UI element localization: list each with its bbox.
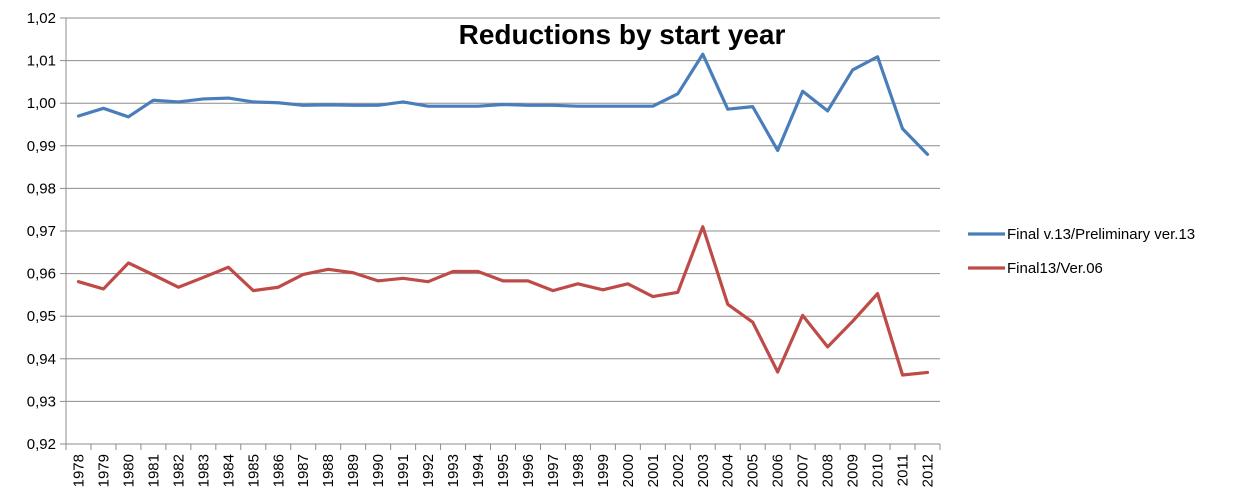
x-tick-label: 1982 bbox=[170, 454, 187, 487]
x-tick-label: 1989 bbox=[345, 454, 362, 487]
y-tick-label: 0,93 bbox=[27, 393, 56, 410]
x-tick-label: 1990 bbox=[370, 454, 387, 487]
x-tick-label: 1981 bbox=[145, 454, 162, 487]
x-tick-label: 1999 bbox=[595, 454, 612, 487]
series-line-1 bbox=[76, 52, 930, 156]
x-tick-label: 1992 bbox=[420, 454, 437, 487]
x-tick-label: 2004 bbox=[720, 454, 737, 487]
x-tick-label: 1980 bbox=[120, 454, 137, 487]
x-tick-label: 1985 bbox=[245, 454, 262, 487]
x-tick-label: 1988 bbox=[320, 454, 337, 487]
x-tick-label: 2002 bbox=[670, 454, 687, 487]
x-tick-label: 1983 bbox=[195, 454, 212, 487]
x-tick-label: 2011 bbox=[895, 454, 912, 486]
legend-label: Final v.13/Preliminary ver.13 bbox=[1007, 226, 1195, 243]
x-tick-label: 2010 bbox=[870, 454, 887, 487]
y-tick-label: 1,02 bbox=[27, 10, 56, 27]
x-tick-label: 1984 bbox=[220, 454, 237, 487]
x-tick-label: 1979 bbox=[95, 454, 112, 487]
y-tick-label: 0,97 bbox=[27, 223, 56, 240]
y-tick-label: 0,95 bbox=[27, 308, 56, 325]
y-tick-label: 0,96 bbox=[27, 266, 56, 283]
x-tick-label: 1994 bbox=[470, 454, 487, 487]
x-tick-label: 1987 bbox=[295, 454, 312, 487]
legend-label: Final13/Ver.06 bbox=[1007, 260, 1103, 277]
series-line-2 bbox=[76, 225, 930, 377]
x-tick-label: 2006 bbox=[770, 454, 787, 487]
chart-title: Reductions by start year bbox=[459, 19, 786, 50]
x-tick-label: 1993 bbox=[445, 454, 462, 487]
y-tick-label: 0,94 bbox=[27, 351, 56, 368]
x-tick-label: 2003 bbox=[695, 454, 712, 487]
x-tick-label: 1978 bbox=[70, 454, 87, 487]
x-tick-label: 1991 bbox=[395, 454, 412, 487]
axes bbox=[60, 17, 941, 450]
x-tick-label: 2009 bbox=[845, 454, 862, 487]
y-tick-label: 1,01 bbox=[27, 53, 56, 70]
y-tick-label: 0,99 bbox=[27, 138, 56, 155]
x-tick-label: 1986 bbox=[270, 454, 287, 487]
x-tick-label: 1998 bbox=[570, 454, 587, 487]
y-tick-label: 0,98 bbox=[27, 180, 56, 197]
x-tick-label: 2008 bbox=[820, 454, 837, 487]
x-tick-label: 2000 bbox=[620, 454, 637, 487]
x-axis-tick-labels: 1978 1979 1980 1981 1982 1983 1984 1985 1986 1987… bbox=[70, 454, 936, 487]
x-tick-label: 1997 bbox=[545, 454, 562, 487]
y-tick-label: 1,00 bbox=[27, 95, 56, 112]
x-tick-label: 2012 bbox=[920, 454, 937, 487]
x-tick-label: 2001 bbox=[645, 454, 662, 487]
x-tick-label: 1995 bbox=[495, 454, 512, 487]
x-tick-label: 2005 bbox=[745, 454, 762, 487]
legend: Final v.13/Preliminary ver.13 Final13/Ver… bbox=[968, 226, 1195, 277]
x-tick-label: 2007 bbox=[795, 454, 812, 487]
series-lines bbox=[76, 52, 930, 377]
gridlines bbox=[66, 17, 940, 402]
y-axis-tick-labels: 0,92 0,93 0,94 0,95 0,96 0,97 0,98 0,99 1,00 1,01… bbox=[27, 10, 56, 453]
y-tick-label: 0,92 bbox=[27, 436, 56, 453]
x-tick-label: 1996 bbox=[520, 454, 537, 487]
